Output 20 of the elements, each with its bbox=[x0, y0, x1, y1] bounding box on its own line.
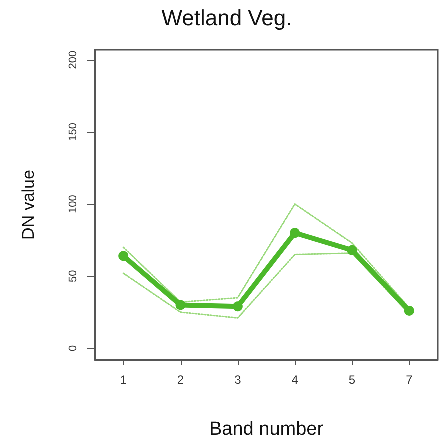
chart-title: Wetland Veg. bbox=[162, 6, 292, 30]
x-tick-label: 5 bbox=[348, 373, 356, 387]
x-tick-label: 2 bbox=[177, 373, 184, 387]
point bbox=[118, 251, 129, 262]
y-axis-title: DN value bbox=[19, 170, 38, 240]
point bbox=[290, 228, 300, 238]
y-tick-label: 50 bbox=[68, 270, 80, 282]
point bbox=[347, 245, 358, 256]
x-tick-label: 3 bbox=[234, 373, 242, 387]
y-tick-label: 100 bbox=[68, 195, 80, 214]
y-tick-label: 0 bbox=[68, 345, 80, 352]
point bbox=[176, 300, 186, 310]
point bbox=[232, 302, 243, 312]
x-tick-label: 4 bbox=[292, 373, 299, 387]
y-tick-label: 200 bbox=[68, 50, 80, 70]
x-tick-label: 1 bbox=[120, 373, 128, 387]
x-axis-title: Band number bbox=[209, 419, 324, 440]
y-tick-label: 150 bbox=[68, 123, 80, 142]
point bbox=[404, 306, 414, 316]
x-tick-label: 7 bbox=[406, 373, 414, 387]
